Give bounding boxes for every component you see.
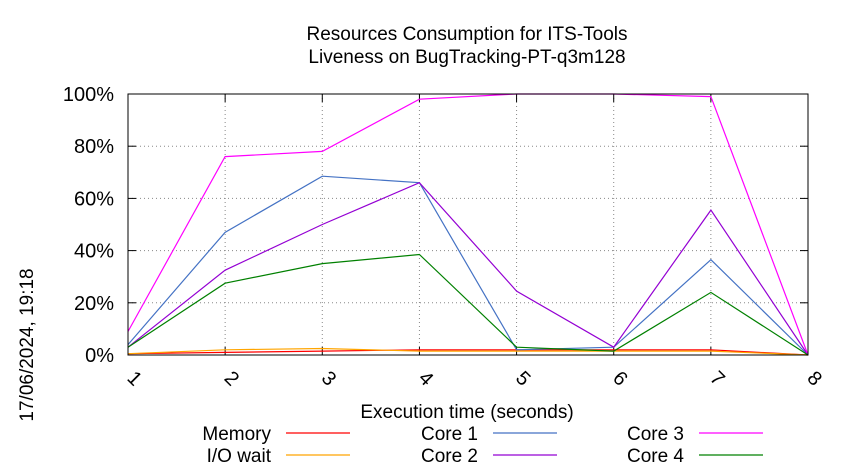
legend-label-core-1: Core 1 <box>421 424 478 445</box>
y-tick-label: 20% <box>74 293 114 315</box>
timestamp-label: 17/06/2024, 19:18 <box>17 268 38 421</box>
y-tick-label: 100% <box>63 84 114 106</box>
y-tick-label: 60% <box>74 188 114 210</box>
series-line-core-3 <box>127 93 809 356</box>
legend-label-memory: Memory <box>202 424 271 445</box>
x-tick-label: 7 <box>705 367 728 390</box>
series-line-core-1 <box>127 175 809 356</box>
plot-frame <box>127 93 809 356</box>
x-tick-label: 1 <box>123 367 146 390</box>
x-axis-ticks: 1 2 3 4 5 6 7 8 <box>123 94 826 390</box>
x-tick-label: 2 <box>220 367 243 390</box>
chart-title-line2: Liveness on BugTracking-PT-q3m128 <box>308 47 625 68</box>
legend-label-core-4: Core 4 <box>627 446 684 467</box>
x-tick-label: 4 <box>414 367 437 390</box>
y-axis-ticks: 0% 20% 40% 60% 80% 100% <box>63 84 808 367</box>
y-tick-label: 80% <box>74 136 114 158</box>
x-tick-label: 8 <box>803 367 826 390</box>
series-lines <box>127 93 809 356</box>
series-line-core-2 <box>127 181 809 356</box>
legend-label-i-o-wait: I/O wait <box>207 446 272 467</box>
series-line-memory <box>127 349 809 356</box>
y-tick-label: 40% <box>74 241 114 263</box>
series-line-core-4 <box>127 253 809 356</box>
x-axis-label: Execution time (seconds) <box>360 402 573 423</box>
x-tick-label: 3 <box>317 367 340 390</box>
series-line-i-o-wait <box>127 347 809 356</box>
x-tick-label: 6 <box>608 367 631 390</box>
legend-label-core-3: Core 3 <box>627 424 684 445</box>
chart-title-line1: Resources Consumption for ITS-Tools <box>306 24 627 45</box>
y-tick-label: 0% <box>85 345 114 367</box>
x-tick-label: 5 <box>511 367 534 390</box>
grid <box>128 94 808 355</box>
legend-label-core-2: Core 2 <box>421 446 478 467</box>
